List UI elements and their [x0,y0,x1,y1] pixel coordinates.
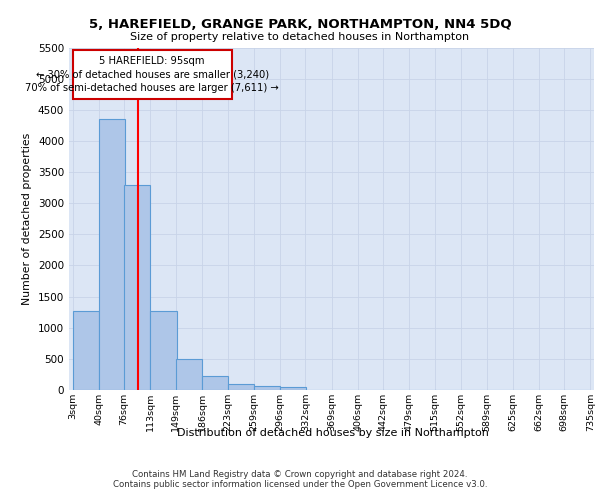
Bar [280,387,306,390]
Bar [254,386,280,390]
Text: 5 HAREFIELD: 95sqm: 5 HAREFIELD: 95sqm [100,56,205,66]
Bar [124,184,151,390]
Text: Size of property relative to detached houses in Northampton: Size of property relative to detached ho… [130,32,470,42]
Bar [176,360,202,390]
Bar [228,384,254,390]
FancyBboxPatch shape [73,50,232,98]
Bar [202,376,228,390]
Text: 5, HAREFIELD, GRANGE PARK, NORTHAMPTON, NN4 5DQ: 5, HAREFIELD, GRANGE PARK, NORTHAMPTON, … [89,18,511,30]
Text: Contains public sector information licensed under the Open Government Licence v3: Contains public sector information licen… [113,480,487,489]
Bar [99,119,125,390]
Text: Distribution of detached houses by size in Northampton: Distribution of detached houses by size … [177,428,489,438]
Text: ← 30% of detached houses are smaller (3,240): ← 30% of detached houses are smaller (3,… [35,70,269,80]
Bar [151,311,176,390]
Bar [73,311,99,390]
Text: 70% of semi-detached houses are larger (7,611) →: 70% of semi-detached houses are larger (… [25,83,279,93]
Y-axis label: Number of detached properties: Number of detached properties [22,132,32,305]
Text: Contains HM Land Registry data © Crown copyright and database right 2024.: Contains HM Land Registry data © Crown c… [132,470,468,479]
